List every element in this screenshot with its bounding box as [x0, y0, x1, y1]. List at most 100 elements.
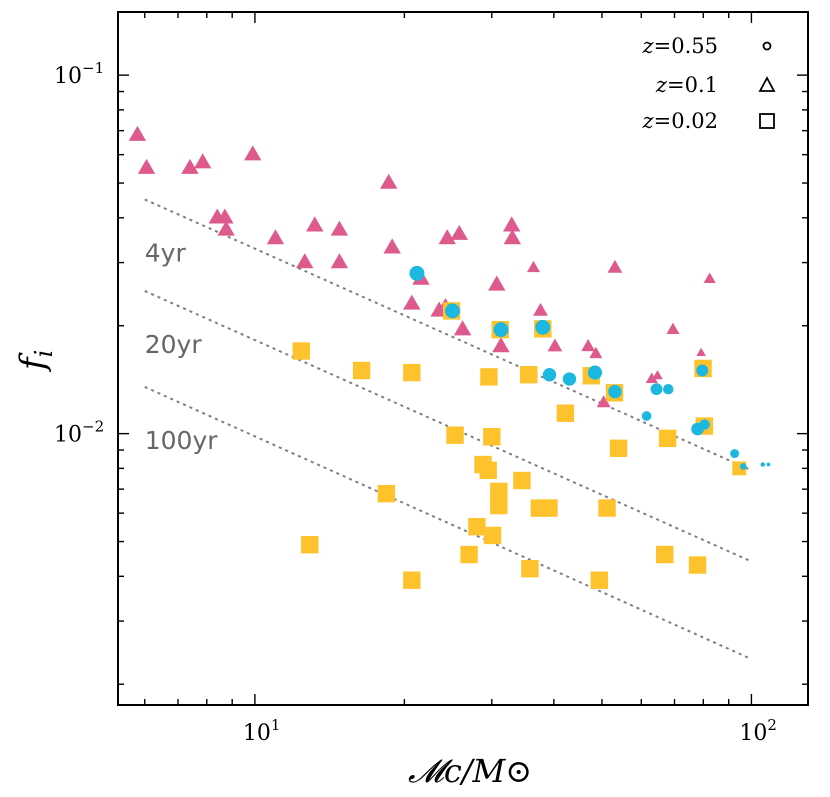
- point-square: [479, 461, 497, 480]
- reference-line-label-4yr: 4yr: [145, 238, 187, 267]
- x-tick-label: 102: [739, 716, 777, 746]
- legend-entry-square: z=0.02: [642, 109, 775, 133]
- point-square: [540, 499, 558, 517]
- point-triangle: [266, 229, 285, 245]
- point-circle: [696, 364, 709, 377]
- point-square: [656, 545, 674, 564]
- series-circle: [409, 265, 771, 470]
- point-square: [658, 429, 677, 448]
- point-square: [513, 471, 531, 490]
- legend-marker-triangle: [758, 76, 776, 92]
- point-circle: [409, 265, 425, 281]
- legend-marker-square: [759, 113, 775, 129]
- legend-marker-circle: [762, 41, 772, 51]
- point-triangle: [589, 346, 603, 359]
- point-triangle: [216, 208, 234, 224]
- y-tick-label: 10−1: [54, 59, 104, 89]
- reference-line-100yr: [144, 385, 752, 661]
- point-triangle: [652, 370, 663, 380]
- reference-lines: [144, 198, 752, 661]
- legend-entry-circle: z=0.55: [642, 34, 772, 58]
- point-triangle: [128, 125, 147, 141]
- point-circle: [542, 368, 557, 382]
- point-triangle: [217, 220, 235, 236]
- point-square: [403, 363, 421, 382]
- point-triangle: [492, 337, 510, 353]
- point-triangle: [330, 220, 349, 236]
- point-square: [468, 518, 486, 536]
- point-circle: [587, 365, 603, 380]
- point-square: [520, 366, 538, 384]
- point-triangle: [181, 158, 199, 174]
- point-triangle: [403, 294, 421, 310]
- point-square: [480, 368, 498, 386]
- point-triangle: [526, 260, 541, 273]
- point-triangle: [453, 320, 472, 336]
- point-triangle: [645, 372, 658, 384]
- point-square: [460, 545, 478, 564]
- y-tick-label: 10−2: [54, 418, 104, 448]
- plot-frame: [117, 11, 809, 706]
- point-square: [377, 484, 396, 503]
- point-circle: [650, 383, 663, 396]
- point-circle: [730, 449, 740, 458]
- x-axis-title: 𝓜c/M⊙: [408, 752, 532, 790]
- point-circle: [663, 384, 674, 395]
- point-square: [446, 426, 464, 444]
- reference-line-20yr: [144, 290, 752, 563]
- axis-tick-labels: 101 102 10−2 10−1: [54, 59, 777, 746]
- point-circle: [760, 462, 765, 467]
- series-triangle: [128, 125, 716, 408]
- reference-line-label-20yr: 20yr: [145, 330, 203, 359]
- data-points: [128, 125, 771, 589]
- point-square: [301, 535, 319, 554]
- point-square: [403, 571, 421, 589]
- point-triangle: [306, 216, 324, 232]
- legend-label: z=0.02: [642, 109, 718, 133]
- point-circle: [739, 463, 747, 470]
- point-circle: [608, 384, 622, 399]
- point-square: [490, 482, 508, 501]
- point-triangle: [533, 302, 548, 316]
- point-triangle: [703, 272, 716, 283]
- point-square: [590, 571, 609, 589]
- point-triangle: [330, 253, 349, 269]
- point-triangle: [296, 253, 314, 269]
- point-square: [490, 496, 508, 515]
- point-triangle: [137, 158, 156, 174]
- point-square: [352, 361, 371, 380]
- point-triangle: [450, 224, 468, 240]
- point-triangle: [244, 145, 262, 161]
- point-triangle: [488, 275, 506, 291]
- point-triangle: [383, 238, 401, 254]
- point-square: [598, 499, 616, 517]
- point-triangle: [438, 229, 456, 245]
- point-circle: [699, 419, 710, 430]
- reference-line-4yr: [144, 198, 752, 472]
- legend: z=0.55 z=0.1 z=0.02: [642, 34, 776, 133]
- legend-entry-triangle: z=0.1: [655, 73, 776, 97]
- point-triangle: [194, 153, 212, 169]
- point-square: [556, 404, 575, 422]
- point-triangle: [666, 322, 680, 334]
- point-triangle: [503, 216, 521, 232]
- point-circle: [445, 303, 460, 319]
- point-triangle: [547, 338, 563, 352]
- point-triangle: [380, 173, 398, 189]
- point-triangle: [596, 395, 611, 408]
- point-square: [292, 342, 310, 360]
- point-circle: [766, 462, 771, 467]
- point-triangle: [607, 259, 623, 273]
- x-tick-label: 101: [243, 716, 281, 746]
- y-axis-title: fi: [13, 350, 58, 373]
- point-square: [609, 439, 628, 458]
- axis-ticks: [118, 12, 808, 705]
- point-square: [483, 428, 501, 446]
- legend-label: z=0.1: [655, 73, 718, 97]
- point-square: [688, 556, 707, 574]
- reference-line-labels: 4yr 20yr 100yr: [145, 238, 219, 454]
- point-square: [483, 526, 502, 545]
- series-square: [292, 302, 747, 589]
- point-triangle: [696, 347, 706, 357]
